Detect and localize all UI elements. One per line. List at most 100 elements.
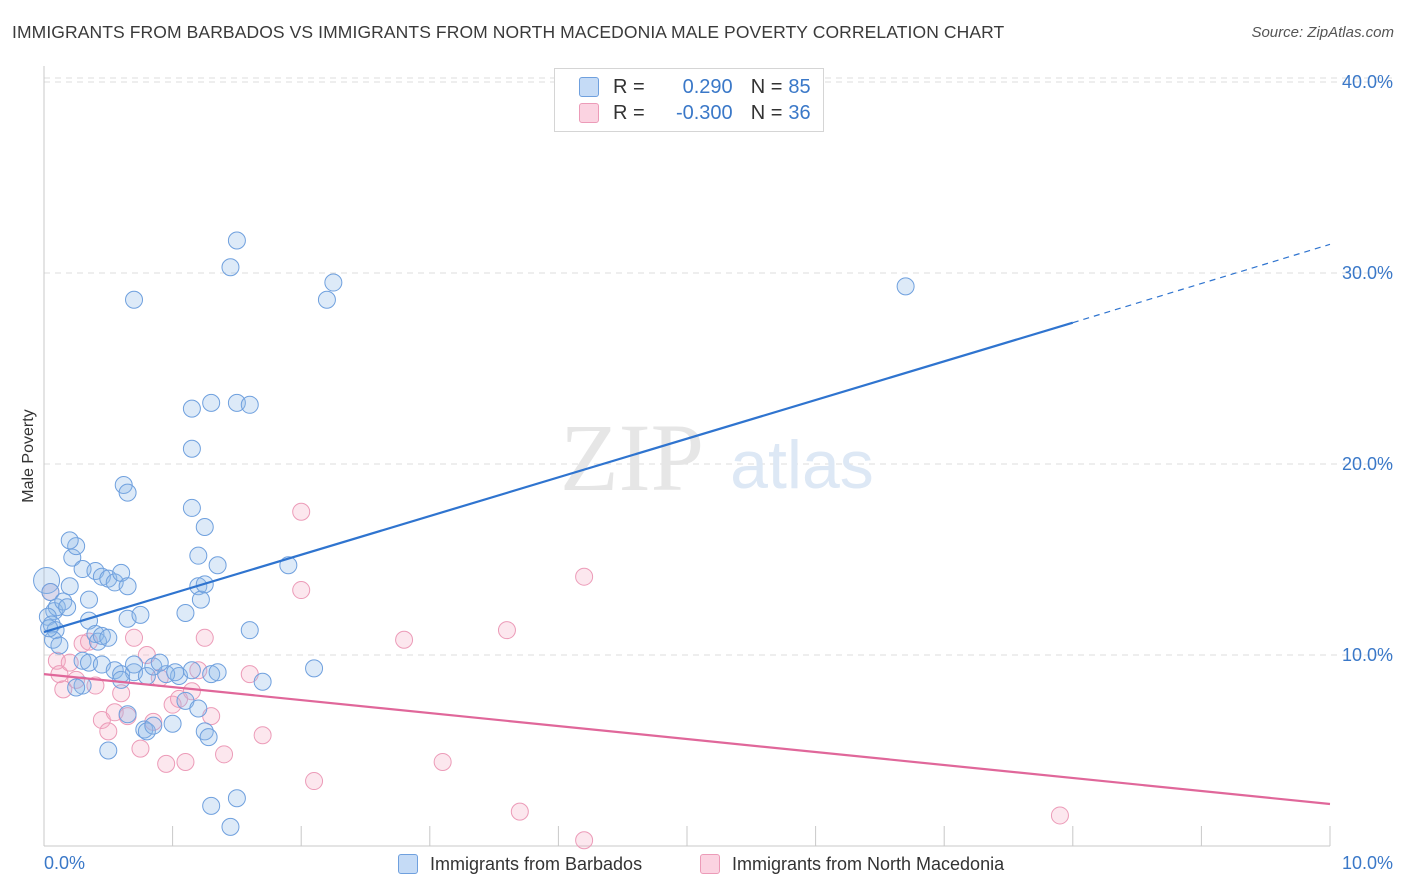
barbados-point <box>305 659 324 678</box>
source-credit: Source: ZipAtlas.com <box>1251 24 1394 41</box>
barbados-point <box>202 796 221 815</box>
north-macedonia-point <box>575 831 594 850</box>
barbados-point <box>191 590 210 609</box>
barbados-point <box>208 556 227 575</box>
barbados-point <box>176 603 195 622</box>
barbados-point <box>195 518 214 537</box>
legend-n-value: 36 <box>788 101 811 124</box>
barbados-point <box>33 567 61 595</box>
barbados-point <box>199 728 218 747</box>
barbados-point <box>189 699 208 718</box>
barbados-point <box>60 577 79 596</box>
barbados-point <box>208 663 227 682</box>
bottom-legend-swatch-blue <box>398 854 418 874</box>
barbados-point <box>118 483 137 502</box>
barbados-point <box>112 670 131 689</box>
barbados-point <box>118 705 137 724</box>
north-macedonia-point <box>195 628 214 647</box>
legend-n-label: N = <box>750 75 783 98</box>
series-barbados-points <box>33 231 915 836</box>
barbados-point <box>118 577 137 596</box>
barbados-point <box>317 290 336 309</box>
barbados-point <box>227 789 246 808</box>
barbados-point <box>221 817 240 836</box>
legend-r-value: -0.300 <box>675 101 733 124</box>
x-tick-label: 0.0% <box>44 853 85 873</box>
barbados-point <box>182 498 201 517</box>
barbados-point <box>125 290 144 309</box>
barbados-point <box>166 663 185 682</box>
north-macedonia-point <box>305 772 324 791</box>
legend-row-barbados: R = 0.290 N = 85 <box>579 75 811 99</box>
y-tick-label: 40.0% <box>1342 72 1393 92</box>
barbados-point <box>63 548 82 567</box>
north-macedonia-point <box>292 502 311 521</box>
barbados-point <box>227 231 246 250</box>
bottom-legend-label: Immigrants from North Macedonia <box>732 853 1005 874</box>
north-macedonia-point <box>510 802 529 821</box>
north-macedonia-point <box>112 684 131 703</box>
north-macedonia-point <box>253 726 272 745</box>
north-macedonia-point <box>395 630 414 649</box>
barbados-point <box>240 395 259 414</box>
north-macedonia-point <box>497 621 516 640</box>
north-macedonia-trend-line <box>43 673 1331 806</box>
barbados-point <box>80 590 99 609</box>
barbados-point <box>150 653 169 672</box>
barbados-trend-extension <box>1072 243 1331 324</box>
legend-n-value: 85 <box>788 75 811 98</box>
tick-labels: 10.0% 20.0% 30.0% 40.0% 0.0% 10.0% <box>44 72 1393 873</box>
barbados-point <box>324 273 343 292</box>
grid-lines <box>44 77 1394 656</box>
barbados-point <box>73 651 92 670</box>
legend-r-label: R = <box>613 75 645 98</box>
barbados-point <box>157 665 176 684</box>
north-macedonia-point <box>182 682 201 701</box>
north-macedonia-point <box>86 676 105 695</box>
barbados-point <box>163 714 182 733</box>
north-macedonia-point <box>433 752 452 771</box>
barbados-point <box>182 399 201 418</box>
barbados-point <box>125 655 144 674</box>
legend-r-value: 0.290 <box>682 75 733 98</box>
barbados-point <box>240 621 259 640</box>
barbados-point <box>202 665 221 684</box>
barbados-point <box>50 636 69 655</box>
bottom-legend-swatch-pink <box>700 854 720 874</box>
north-macedonia-point <box>575 567 594 586</box>
legend-n-label: N = <box>750 101 783 124</box>
bottom-legend-label: Immigrants from Barbados <box>430 853 643 874</box>
barbados-trend-line <box>43 321 1074 634</box>
barbados-point <box>58 598 77 617</box>
axes <box>43 66 1331 847</box>
north-macedonia-point <box>144 712 163 731</box>
barbados-point <box>41 582 60 601</box>
barbados-point <box>99 628 118 647</box>
barbados-point <box>99 741 118 760</box>
barbados-point <box>131 605 150 624</box>
y-tick-label: 20.0% <box>1342 454 1393 474</box>
barbados-point <box>253 672 272 691</box>
north-macedonia-point <box>215 745 234 764</box>
barbados-point <box>221 258 240 277</box>
legend-swatch-blue <box>579 77 599 97</box>
north-macedonia-point <box>176 752 195 771</box>
y-tick-label: 10.0% <box>1342 645 1393 665</box>
north-macedonia-point <box>99 722 118 741</box>
barbados-point <box>67 678 86 697</box>
correlation-legend: R = 0.290 N = 85 R = -0.300 N = 36 <box>554 68 824 132</box>
north-macedonia-point <box>131 739 150 758</box>
y-axis-label: Male Poverty <box>20 409 37 503</box>
barbados-point <box>135 720 154 739</box>
north-macedonia-point <box>125 628 144 647</box>
barbados-point <box>202 393 221 412</box>
barbados-point <box>92 626 111 645</box>
barbados-point <box>182 439 201 458</box>
bottom-legend-barbados: Immigrants from Barbados <box>398 852 642 876</box>
barbados-point <box>189 546 208 565</box>
legend-r-label: R = <box>613 101 645 124</box>
barbados-point <box>182 661 201 680</box>
north-macedonia-point <box>292 581 311 600</box>
chart-title: IMMIGRANTS FROM BARBADOS VS IMMIGRANTS F… <box>12 22 1005 42</box>
